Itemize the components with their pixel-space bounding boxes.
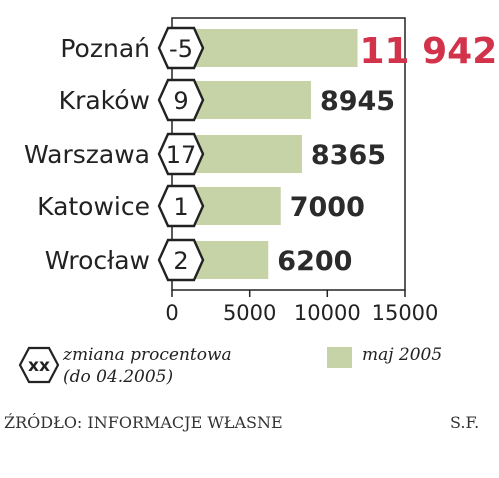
badge-label-warszawa: 17 <box>166 141 197 169</box>
category-label-krakow: Kraków <box>59 86 150 115</box>
category-label-warszawa: Warszawa <box>24 140 150 169</box>
legend-bar-swatch <box>327 347 352 368</box>
value-label-katowice: 7000 <box>290 192 365 223</box>
badge-label-krakow: 9 <box>173 87 188 115</box>
x-tick-marks <box>171 290 406 297</box>
badge-wroclaw <box>157 238 205 282</box>
value-label-krakow: 8945 <box>320 86 395 117</box>
source-note: ŹRÓDŁO: INFORMACJE WŁASNE <box>4 412 283 432</box>
badge-krakow <box>157 78 205 122</box>
badge-warszawa <box>157 132 205 176</box>
legend-badge-label-2: (do 04.2005) <box>63 367 173 387</box>
badge-label-poznan: -5 <box>169 35 193 63</box>
badge-poznan <box>157 26 205 70</box>
legend: xx zmiana procentowa (do 04.2005) maj 20… <box>18 345 442 387</box>
x-tick-label-10000: 10000 <box>294 301 361 325</box>
badge-label-wroclaw: 2 <box>173 247 188 275</box>
labels-layer: Poznań 11 942 Kraków 8945 Warszawa 8365 Katowi… <box>24 31 497 277</box>
value-label-wroclaw: 6200 <box>277 246 352 277</box>
badges-layer: -5 9 17 1 2 <box>157 26 205 282</box>
category-label-poznan: Poznań <box>60 34 150 63</box>
badge-katowice <box>157 184 205 228</box>
author-initials: S.F. <box>450 413 479 432</box>
x-tick-label-15000: 15000 <box>372 301 439 325</box>
legend-badge-symbol: xx <box>28 356 50 376</box>
value-label-poznan: 11 942 <box>359 31 497 72</box>
badge-label-katowice: 1 <box>173 193 188 221</box>
x-tick-label-0: 0 <box>165 301 178 325</box>
value-label-warszawa: 8365 <box>311 140 386 171</box>
category-label-wroclaw: Wrocław <box>45 246 150 275</box>
category-label-katowice: Katowice <box>37 192 150 221</box>
tick-labels: 0 5000 10000 15000 <box>165 301 438 325</box>
legend-badge-label-1: zmiana procentowa <box>62 345 232 365</box>
x-tick-label-5000: 5000 <box>223 301 276 325</box>
legend-bar-label: maj 2005 <box>362 345 442 365</box>
legend-badge-icon: xx <box>18 346 60 384</box>
